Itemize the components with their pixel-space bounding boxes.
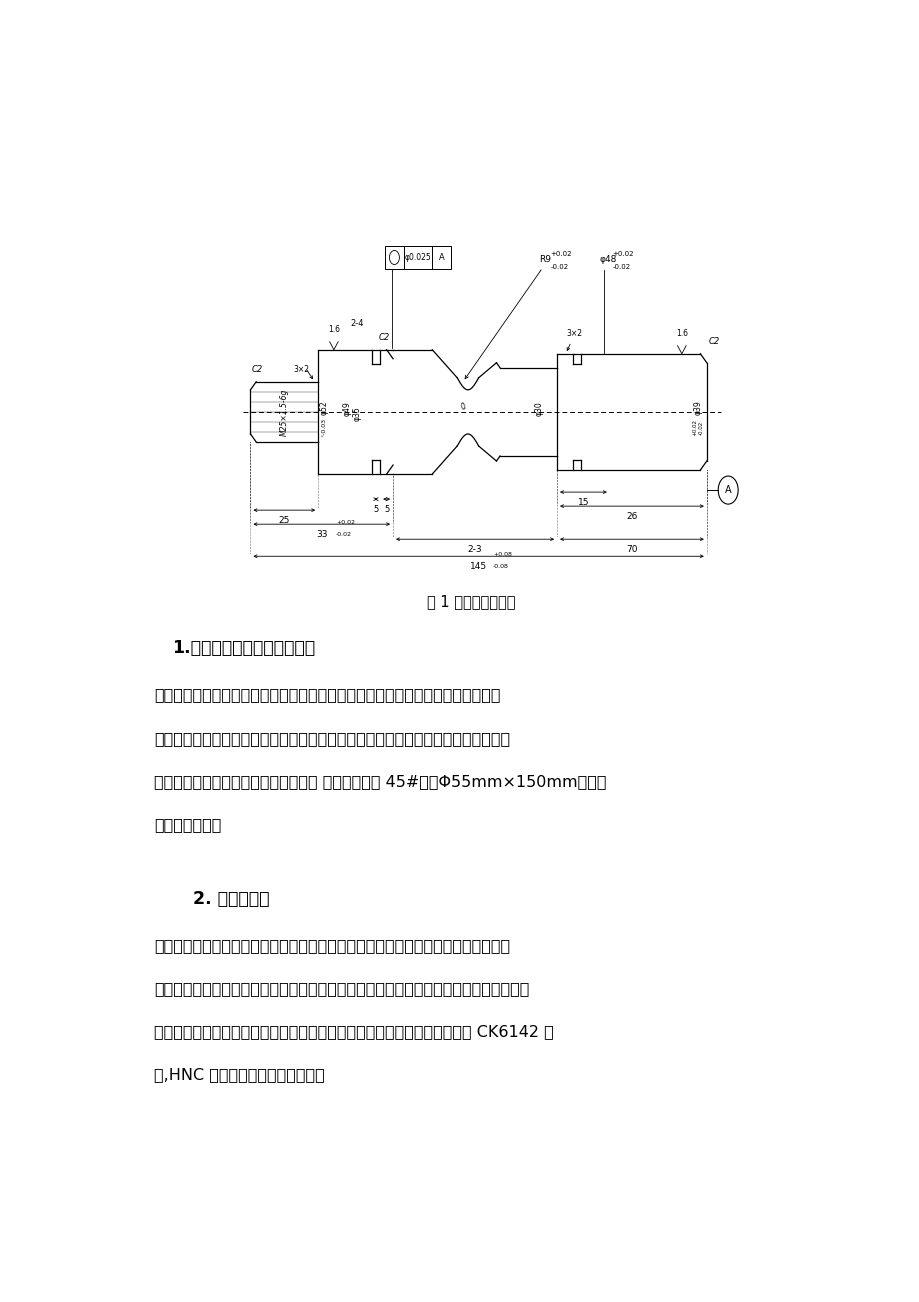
- Text: 1.对零件的分析及毛坏的选择: 1.对零件的分析及毛坏的选择: [172, 639, 315, 658]
- Text: 33: 33: [316, 530, 327, 539]
- Text: +0.02: +0.02: [612, 251, 633, 258]
- Text: M25×1.5-6g: M25×1.5-6g: [279, 388, 289, 436]
- Text: 处理和硬度要求: 处理和硬度要求: [154, 816, 221, 832]
- Text: φ39: φ39: [693, 401, 702, 415]
- Text: 该零件表面由圆柱面、圆锥面、圆弧面、螺纹面及沟槽等表面组成。该零件的: 该零件表面由圆柱面、圆锥面、圆弧面、螺纹面及沟槽等表面组成。该零件的: [154, 687, 500, 703]
- Text: φ0.025: φ0.025: [404, 253, 431, 262]
- Text: 145: 145: [470, 562, 487, 572]
- Text: 2-3: 2-3: [467, 546, 482, 555]
- Text: 图 1 典型轴类零件图: 图 1 典型轴类零件图: [426, 594, 516, 609]
- Text: +0.08: +0.08: [493, 552, 511, 557]
- Text: φ49: φ49: [342, 401, 351, 417]
- Text: 1.6: 1.6: [675, 328, 687, 337]
- Text: 70: 70: [626, 546, 637, 555]
- Text: 零件的表面部分表面粗糙度要求也较高 。选用毛坏为 45#鉢，Φ55mm×150mm，无热: 零件的表面部分表面粗糙度要求也较高 。选用毛坏为 45#鉢，Φ55mm×150m…: [154, 773, 606, 789]
- Text: -0.08: -0.08: [493, 564, 508, 569]
- Text: 2. 设备的选择: 2. 设备的选择: [193, 891, 269, 907]
- Text: 据该零件的外形是轴类零件，比较适合在车床上加工，由于零件上既有切槽尺寸精: 据该零件的外形是轴类零件，比较适合在车床上加工，由于零件上既有切槽尺寸精: [154, 939, 510, 953]
- Text: 25: 25: [278, 516, 289, 525]
- Text: φ35: φ35: [353, 406, 361, 422]
- Text: -0.02: -0.02: [335, 531, 352, 536]
- Text: φ52: φ52: [319, 401, 328, 415]
- Text: +0.02: +0.02: [550, 251, 572, 258]
- Text: 2-4: 2-4: [350, 319, 364, 328]
- Bar: [385, 246, 450, 268]
- Text: C2: C2: [708, 337, 719, 346]
- Text: 3×2: 3×2: [293, 365, 310, 374]
- Text: 床,HNC 数控系统。其参数如下表：: 床,HNC 数控系统。其参数如下表：: [154, 1068, 324, 1082]
- Text: 度又有圆弧数值精度，在普通车床上是难以保证其技术要求。所以要想保证技术要求，只: 度又有圆弧数值精度，在普通车床上是难以保证其技术要求。所以要想保证技术要求，只: [154, 982, 529, 996]
- Text: 5: 5: [383, 505, 389, 514]
- Text: 15: 15: [577, 499, 588, 506]
- Text: 几何元素之间的关系表达的很清楚完整，其中多个直径的尺寸精度有较严格的要求，: 几何元素之间的关系表达的很清楚完整，其中多个直径的尺寸精度有较严格的要求，: [154, 730, 510, 746]
- Text: °-0.03: °-0.03: [321, 418, 326, 437]
- Text: 5: 5: [373, 505, 379, 514]
- Text: A: A: [724, 486, 731, 495]
- Text: 3×2: 3×2: [566, 328, 583, 337]
- Text: φ48: φ48: [599, 255, 617, 264]
- Text: 有在数控车床上加工才能保证其加工的尺寸精度和表面质量。机床我们选用 CK6142 车: 有在数控车床上加工才能保证其加工的尺寸精度和表面质量。机床我们选用 CK6142…: [154, 1025, 553, 1039]
- Text: +0.02: +0.02: [335, 519, 355, 525]
- Text: 1.6: 1.6: [327, 324, 339, 333]
- Text: -0.02: -0.02: [612, 263, 630, 270]
- Text: -0.02: -0.02: [550, 263, 568, 270]
- Text: φ30: φ30: [534, 401, 543, 417]
- Text: C2: C2: [378, 333, 389, 341]
- Text: 0: 0: [459, 402, 466, 411]
- Text: +0.02
-0.02: +0.02 -0.02: [692, 419, 703, 436]
- Text: C2: C2: [252, 365, 263, 374]
- Text: R9: R9: [539, 255, 550, 264]
- Text: 26: 26: [626, 512, 637, 521]
- Text: A: A: [438, 253, 444, 262]
